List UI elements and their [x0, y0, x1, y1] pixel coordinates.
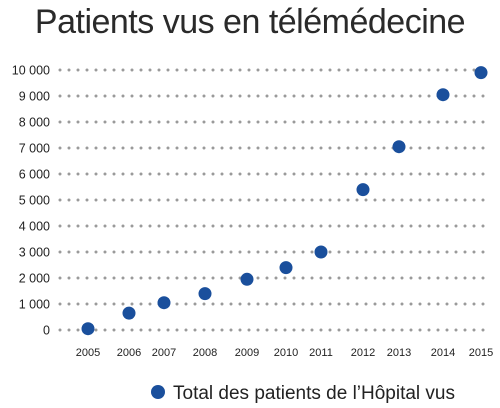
- data-points: [81, 66, 488, 336]
- y-tick-labels: 0 1 000 2 000 3 000 4 000 5 000 6 000 7 000 8 00…: [12, 64, 50, 338]
- y-tick-label: 3 000: [19, 246, 50, 260]
- data-point: [198, 287, 212, 301]
- y-tick-label: 5 000: [19, 194, 50, 208]
- y-tick-label: 6 000: [19, 168, 50, 182]
- x-tick-label: 2008: [193, 347, 217, 359]
- x-tick-label: 2010: [274, 347, 298, 359]
- x-tick-label: 2014: [431, 347, 455, 359]
- x-tick-label: 2013: [387, 347, 411, 359]
- data-point: [279, 261, 293, 275]
- data-point: [157, 296, 171, 310]
- x-tick-label: 2005: [76, 347, 100, 359]
- data-point: [122, 306, 136, 320]
- y-tick-label: 1 000: [19, 298, 50, 312]
- data-point: [392, 140, 406, 154]
- x-tick-label: 2007: [152, 347, 176, 359]
- y-tick-label: 8 000: [19, 116, 50, 130]
- legend-label: Total des patients de l’Hôpital vus: [173, 383, 455, 404]
- legend: Total des patients de l’Hôpital vus: [151, 383, 455, 404]
- x-tick-label: 2011: [309, 347, 333, 359]
- y-tick-label: 9 000: [19, 90, 50, 104]
- x-tick-labels: 2005 2006 2007 2008 2009 2010 2011 2012 2013 2014…: [76, 347, 493, 359]
- x-tick-label: 2009: [235, 347, 259, 359]
- chart-title: Patients vus en télémédecine: [35, 3, 465, 41]
- legend-marker: [151, 385, 165, 399]
- x-tick-label: 2006: [117, 347, 141, 359]
- data-point: [81, 322, 95, 336]
- data-point: [314, 245, 328, 259]
- grid-lines: [58, 68, 488, 332]
- y-tick-label: 4 000: [19, 220, 50, 234]
- data-point: [356, 183, 370, 197]
- data-point: [436, 88, 450, 102]
- y-tick-label: 7 000: [19, 142, 50, 156]
- y-tick-label: 0: [43, 324, 50, 338]
- y-tick-label: 2 000: [19, 272, 50, 286]
- x-tick-label: 2012: [351, 347, 375, 359]
- data-point: [240, 272, 254, 286]
- data-point: [474, 66, 488, 80]
- x-tick-label: 2015: [469, 347, 493, 359]
- y-tick-label: 10 000: [12, 64, 50, 78]
